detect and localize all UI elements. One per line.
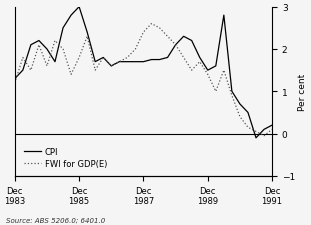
CPI <box>166 57 169 60</box>
FWI for GDP(E) <box>13 82 17 85</box>
Line: FWI for GDP(E): FWI for GDP(E) <box>15 25 272 136</box>
FWI for GDP(E) <box>61 48 65 51</box>
CPI <box>174 44 178 47</box>
CPI <box>214 65 218 68</box>
CPI <box>262 128 266 131</box>
CPI <box>77 6 81 9</box>
CPI <box>133 61 137 64</box>
FWI for GDP(E) <box>29 70 33 72</box>
CPI <box>29 44 33 47</box>
CPI <box>13 78 17 81</box>
FWI for GDP(E) <box>198 61 202 64</box>
FWI for GDP(E) <box>69 74 73 76</box>
CPI <box>21 70 25 72</box>
FWI for GDP(E) <box>45 65 49 68</box>
Text: Source: ABS 5206.0; 6401.0: Source: ABS 5206.0; 6401.0 <box>6 217 105 223</box>
CPI <box>93 61 97 64</box>
FWI for GDP(E) <box>166 36 169 38</box>
FWI for GDP(E) <box>150 23 153 26</box>
CPI <box>69 15 73 17</box>
CPI <box>158 59 161 62</box>
CPI <box>254 137 258 139</box>
CPI <box>206 70 210 72</box>
CPI <box>37 40 41 43</box>
FWI for GDP(E) <box>85 36 89 38</box>
Legend: CPI, FWI for GDP(E): CPI, FWI for GDP(E) <box>21 145 110 170</box>
FWI for GDP(E) <box>37 44 41 47</box>
FWI for GDP(E) <box>101 57 105 60</box>
FWI for GDP(E) <box>77 57 81 60</box>
FWI for GDP(E) <box>21 57 25 60</box>
CPI <box>150 59 153 62</box>
CPI <box>182 36 185 38</box>
CPI <box>101 57 105 60</box>
CPI <box>230 90 234 93</box>
CPI <box>198 57 202 60</box>
CPI <box>190 40 193 43</box>
CPI <box>85 32 89 34</box>
CPI <box>109 65 113 68</box>
FWI for GDP(E) <box>142 32 145 34</box>
FWI for GDP(E) <box>190 70 193 72</box>
FWI for GDP(E) <box>118 61 121 64</box>
FWI for GDP(E) <box>182 57 185 60</box>
CPI <box>246 112 250 114</box>
FWI for GDP(E) <box>254 130 258 133</box>
Y-axis label: Per cent: Per cent <box>298 73 307 110</box>
FWI for GDP(E) <box>126 57 129 60</box>
CPI <box>126 61 129 64</box>
CPI <box>270 124 274 127</box>
CPI <box>118 61 121 64</box>
FWI for GDP(E) <box>230 95 234 97</box>
Line: CPI: CPI <box>15 8 272 138</box>
CPI <box>61 27 65 30</box>
FWI for GDP(E) <box>53 40 57 43</box>
CPI <box>53 61 57 64</box>
FWI for GDP(E) <box>158 27 161 30</box>
FWI for GDP(E) <box>262 135 266 137</box>
FWI for GDP(E) <box>133 48 137 51</box>
FWI for GDP(E) <box>93 70 97 72</box>
FWI for GDP(E) <box>238 116 242 119</box>
CPI <box>142 61 145 64</box>
CPI <box>238 103 242 106</box>
FWI for GDP(E) <box>246 126 250 129</box>
FWI for GDP(E) <box>214 90 218 93</box>
FWI for GDP(E) <box>174 44 178 47</box>
CPI <box>222 15 226 17</box>
FWI for GDP(E) <box>270 128 274 131</box>
FWI for GDP(E) <box>222 70 226 72</box>
FWI for GDP(E) <box>206 74 210 76</box>
CPI <box>45 48 49 51</box>
FWI for GDP(E) <box>109 65 113 68</box>
